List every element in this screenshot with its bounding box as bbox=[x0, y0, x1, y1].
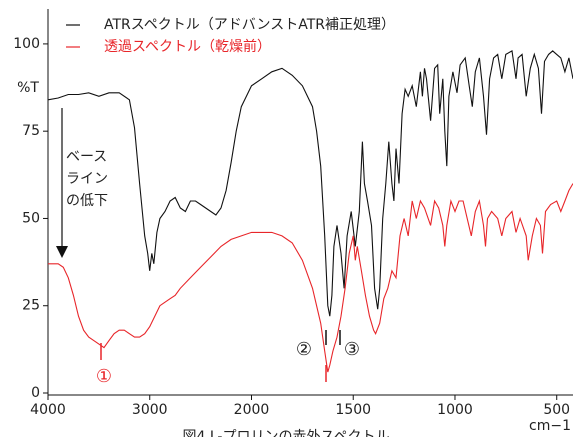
legend-label: 透過スペクトル（乾燥前） bbox=[104, 38, 271, 55]
legend-label: ATRスペクトル（アドバンストATR補正処理） bbox=[104, 17, 395, 33]
x-axis-label: cm−1 bbox=[529, 418, 571, 434]
spectrum-line bbox=[47, 50, 573, 317]
annotation: の低下 bbox=[66, 193, 108, 209]
y-tick-label: 25 bbox=[22, 298, 40, 314]
x-tick-label: 2000 bbox=[234, 402, 270, 418]
caption: 図4 L-プロリンの赤外スペクトル bbox=[183, 429, 390, 437]
x-tick-label: 1000 bbox=[437, 402, 473, 418]
spectrum-line bbox=[48, 183, 573, 373]
annotation: ベース bbox=[66, 149, 107, 165]
annotation: ② bbox=[296, 339, 312, 360]
annotation: ① bbox=[96, 366, 112, 387]
y-tick-label: 0 bbox=[31, 385, 40, 401]
y-axis-label: %T bbox=[17, 80, 39, 96]
annotation: ライン bbox=[66, 171, 108, 187]
y-tick-label: 75 bbox=[22, 123, 40, 139]
x-tick-label: 500 bbox=[543, 402, 570, 418]
x-tick-label: 1500 bbox=[335, 402, 371, 418]
x-tick-label: 3000 bbox=[132, 402, 168, 418]
annotation: ③ bbox=[344, 339, 360, 360]
y-tick-label: 50 bbox=[22, 210, 40, 226]
y-tick-label: 100 bbox=[13, 36, 40, 52]
x-tick-label: 4000 bbox=[30, 402, 66, 418]
arrow-head bbox=[56, 246, 68, 258]
